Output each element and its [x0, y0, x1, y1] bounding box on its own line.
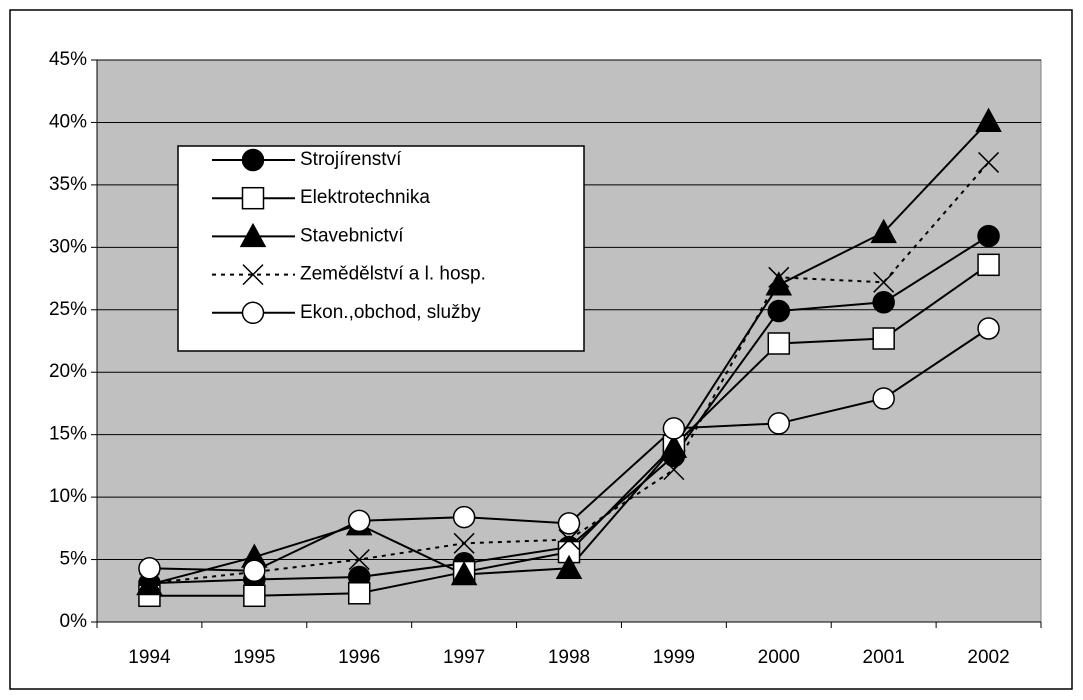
data-point	[662, 417, 686, 440]
y-tick-label: 15%	[49, 424, 87, 445]
y-tick-label: 10%	[49, 486, 87, 507]
data-point	[767, 332, 791, 355]
x-tick-label: 1999	[653, 647, 695, 668]
data-point	[768, 266, 790, 288]
data-point	[558, 529, 580, 551]
data-point	[978, 151, 1000, 173]
x-tick-label: 2001	[863, 647, 905, 668]
legend-label: Strojírenství	[300, 149, 402, 170]
y-tick-label: 20%	[49, 361, 87, 382]
data-point	[975, 107, 1002, 132]
data-point	[870, 218, 897, 244]
data-point	[450, 560, 478, 586]
y-tick-label: 35%	[49, 174, 87, 195]
data-point	[872, 327, 895, 350]
data-point	[347, 582, 371, 605]
legend-marker	[241, 186, 265, 210]
legend-label: Ekon.,obchod, služby	[300, 302, 481, 323]
y-tick-label: 0%	[60, 611, 88, 632]
x-tick-label: 1996	[338, 647, 380, 668]
legend-label: Elektrotechnika	[300, 187, 430, 208]
y-tick-label: 40%	[49, 111, 87, 132]
x-tick-label: 2000	[758, 647, 800, 668]
legend-label: Stavebnictví	[300, 225, 404, 246]
y-tick-label: 5%	[60, 549, 88, 570]
data-point	[348, 549, 370, 571]
x-tick-label: 1994	[128, 647, 171, 668]
series-line	[149, 161, 990, 585]
x-tick-label: 1998	[548, 647, 590, 668]
data-point	[873, 271, 895, 293]
legend-label: Zemědělství a l. hosp.	[300, 264, 486, 285]
data-point	[872, 387, 895, 410]
data-point	[555, 554, 583, 580]
data-point	[453, 532, 475, 554]
data-point	[243, 584, 266, 608]
y-tick-label: 45%	[49, 49, 87, 70]
data-point	[977, 253, 1000, 277]
data-point	[767, 299, 791, 323]
legend-marker	[241, 301, 265, 325]
data-point	[977, 317, 1000, 340]
legend-marker	[239, 222, 267, 248]
x-tick-label: 2002	[967, 647, 1009, 668]
x-tick-label: 1997	[443, 647, 485, 668]
data-point	[347, 509, 371, 533]
x-tick-label: 1995	[233, 647, 275, 668]
legend-marker	[241, 148, 265, 172]
data-point	[138, 557, 161, 580]
data-point	[660, 433, 688, 458]
data-point	[977, 224, 1000, 248]
data-point	[243, 559, 266, 583]
data-point	[767, 412, 791, 435]
y-tick-label: 25%	[49, 299, 87, 320]
data-point	[452, 505, 476, 529]
data-point	[663, 459, 685, 481]
legend-marker	[242, 264, 264, 286]
y-tick-label: 30%	[49, 236, 87, 257]
data-point	[557, 512, 581, 535]
data-point	[872, 291, 895, 314]
